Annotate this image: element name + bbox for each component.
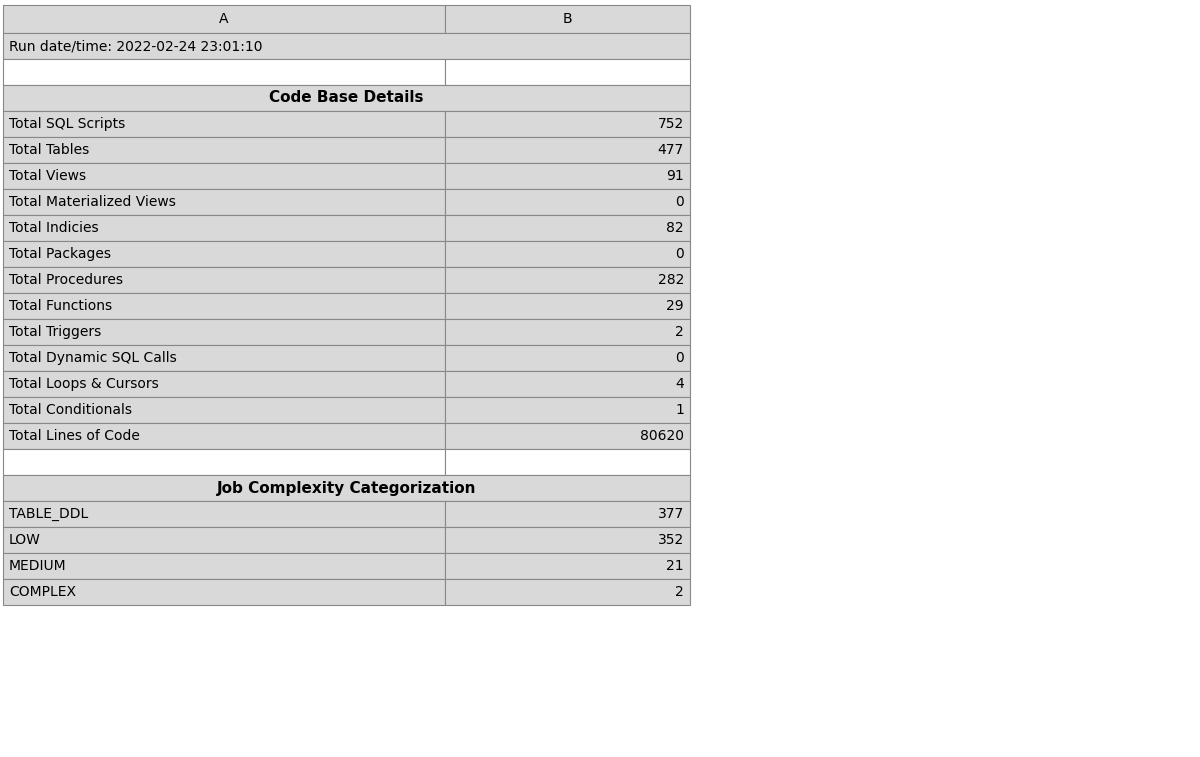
Text: Total Procedures: Total Procedures bbox=[10, 273, 124, 287]
Bar bbox=[445, 111, 690, 137]
Bar bbox=[2, 527, 445, 553]
Text: 0: 0 bbox=[676, 195, 684, 209]
Bar bbox=[2, 33, 690, 59]
Bar bbox=[445, 59, 690, 85]
Bar bbox=[445, 397, 690, 423]
Bar bbox=[445, 319, 690, 345]
Text: 4: 4 bbox=[676, 377, 684, 391]
Bar bbox=[2, 423, 445, 449]
Bar bbox=[2, 501, 445, 527]
Text: Run date/time: 2022-02-24 23:01:10: Run date/time: 2022-02-24 23:01:10 bbox=[10, 39, 263, 53]
Text: 282: 282 bbox=[658, 273, 684, 287]
Text: Total Conditionals: Total Conditionals bbox=[10, 403, 132, 417]
Bar bbox=[445, 371, 690, 397]
Bar bbox=[2, 189, 445, 215]
Bar bbox=[445, 553, 690, 579]
Text: Total SQL Scripts: Total SQL Scripts bbox=[10, 117, 125, 131]
Text: MEDIUM: MEDIUM bbox=[10, 559, 67, 573]
Bar bbox=[2, 579, 445, 605]
Text: Total Materialized Views: Total Materialized Views bbox=[10, 195, 176, 209]
Bar bbox=[445, 189, 690, 215]
Text: 2: 2 bbox=[676, 585, 684, 599]
Text: 80620: 80620 bbox=[640, 429, 684, 443]
Bar bbox=[2, 475, 690, 501]
Bar bbox=[2, 371, 445, 397]
Bar bbox=[2, 293, 445, 319]
Bar bbox=[445, 267, 690, 293]
Bar bbox=[445, 293, 690, 319]
Bar bbox=[445, 215, 690, 241]
Bar bbox=[2, 59, 445, 85]
Bar bbox=[2, 267, 445, 293]
Text: Total Packages: Total Packages bbox=[10, 247, 112, 261]
Text: TABLE_DDL: TABLE_DDL bbox=[10, 507, 89, 521]
Bar bbox=[445, 527, 690, 553]
Text: 91: 91 bbox=[666, 169, 684, 183]
Bar bbox=[2, 5, 445, 33]
Text: Total Dynamic SQL Calls: Total Dynamic SQL Calls bbox=[10, 351, 176, 365]
Text: 82: 82 bbox=[666, 221, 684, 235]
Text: Total Lines of Code: Total Lines of Code bbox=[10, 429, 140, 443]
Bar bbox=[445, 345, 690, 371]
Bar bbox=[2, 319, 445, 345]
Bar bbox=[445, 163, 690, 189]
Text: 1: 1 bbox=[676, 403, 684, 417]
Bar bbox=[445, 137, 690, 163]
Bar bbox=[2, 449, 445, 475]
Bar bbox=[445, 579, 690, 605]
Text: Total Loops & Cursors: Total Loops & Cursors bbox=[10, 377, 158, 391]
Text: Total Indicies: Total Indicies bbox=[10, 221, 98, 235]
Text: 752: 752 bbox=[658, 117, 684, 131]
Bar bbox=[2, 397, 445, 423]
Text: 29: 29 bbox=[666, 299, 684, 313]
Bar bbox=[445, 449, 690, 475]
Bar bbox=[445, 501, 690, 527]
Text: Code Base Details: Code Base Details bbox=[269, 91, 424, 105]
Text: Total Views: Total Views bbox=[10, 169, 86, 183]
Bar bbox=[2, 215, 445, 241]
Text: 2: 2 bbox=[676, 325, 684, 339]
Text: A: A bbox=[220, 12, 229, 26]
Bar bbox=[2, 163, 445, 189]
Bar bbox=[2, 85, 690, 111]
Bar bbox=[2, 111, 445, 137]
Text: Total Triggers: Total Triggers bbox=[10, 325, 101, 339]
Bar bbox=[445, 423, 690, 449]
Text: 377: 377 bbox=[658, 507, 684, 521]
Text: LOW: LOW bbox=[10, 533, 41, 547]
Text: 352: 352 bbox=[658, 533, 684, 547]
Bar bbox=[2, 241, 445, 267]
Bar bbox=[445, 5, 690, 33]
Text: Total Tables: Total Tables bbox=[10, 143, 89, 157]
Text: 0: 0 bbox=[676, 247, 684, 261]
Text: 21: 21 bbox=[666, 559, 684, 573]
Text: Job Complexity Categorization: Job Complexity Categorization bbox=[217, 481, 476, 496]
Text: 0: 0 bbox=[676, 351, 684, 365]
Text: COMPLEX: COMPLEX bbox=[10, 585, 76, 599]
Bar bbox=[2, 345, 445, 371]
Bar bbox=[2, 553, 445, 579]
Bar bbox=[2, 137, 445, 163]
Text: 477: 477 bbox=[658, 143, 684, 157]
Text: Total Functions: Total Functions bbox=[10, 299, 112, 313]
Text: B: B bbox=[563, 12, 572, 26]
Bar bbox=[445, 241, 690, 267]
